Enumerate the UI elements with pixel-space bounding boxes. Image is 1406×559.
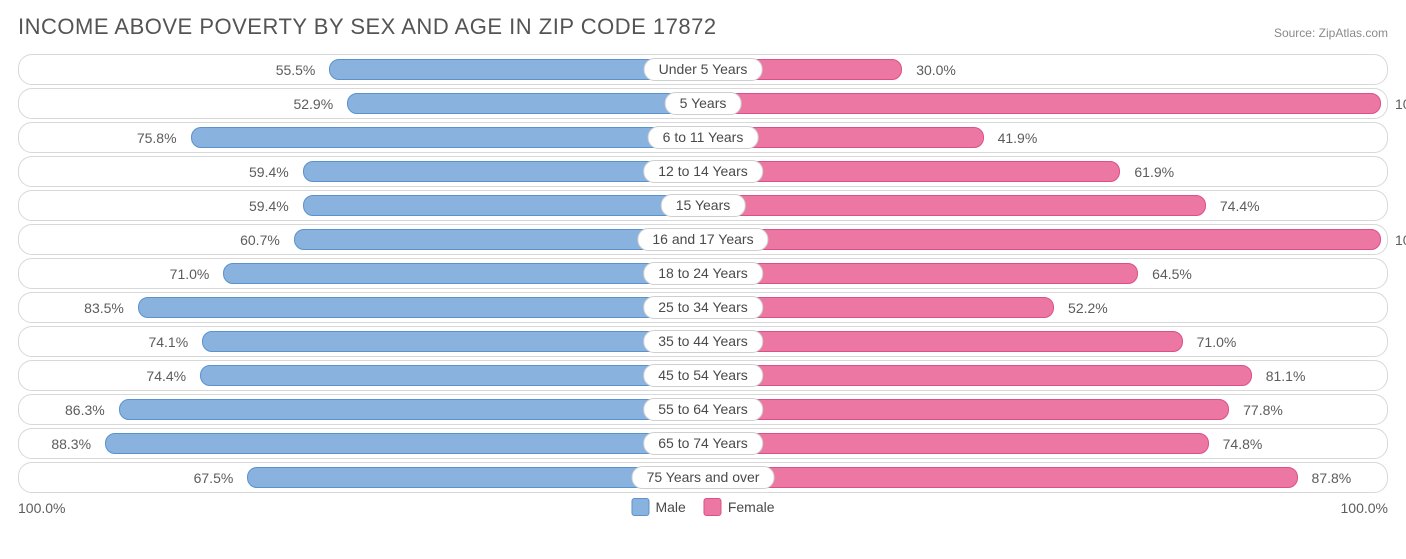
male-pct-label: 75.8%: [137, 123, 177, 152]
category-label: 35 to 44 Years: [643, 330, 763, 353]
male-pct-label: 74.4%: [146, 361, 186, 390]
category-label: 18 to 24 Years: [643, 262, 763, 285]
axis-left-label: 100.0%: [18, 500, 65, 516]
chart-row: 59.4% 74.4% 15 Years: [18, 190, 1388, 221]
chart-row: 75.8% 41.9% 6 to 11 Years: [18, 122, 1388, 153]
chart-row: 86.3% 77.8% 55 to 64 Years: [18, 394, 1388, 425]
legend-swatch-female: [704, 498, 722, 516]
male-pct-label: 83.5%: [84, 293, 124, 322]
male-pct-label: 55.5%: [276, 55, 316, 84]
category-label: 65 to 74 Years: [643, 432, 763, 455]
category-label: 25 to 34 Years: [643, 296, 763, 319]
male-pct-label: 74.1%: [148, 327, 188, 356]
female-bar: [703, 263, 1138, 284]
female-bar: [703, 195, 1206, 216]
female-pct-label: 100.0%: [1395, 89, 1406, 118]
legend-label-male: Male: [655, 499, 685, 515]
female-pct-label: 81.1%: [1266, 361, 1306, 390]
female-bar: [703, 433, 1209, 454]
male-pct-label: 86.3%: [65, 395, 105, 424]
male-pct-label: 52.9%: [293, 89, 333, 118]
category-label: 75 Years and over: [632, 466, 775, 489]
chart-row: 59.4% 61.9% 12 to 14 Years: [18, 156, 1388, 187]
female-pct-label: 87.8%: [1312, 463, 1352, 492]
male-bar: [105, 433, 703, 454]
male-pct-label: 59.4%: [249, 157, 289, 186]
chart-title: INCOME ABOVE POVERTY BY SEX AND AGE IN Z…: [18, 14, 717, 40]
chart-row: 74.4% 81.1% 45 to 54 Years: [18, 360, 1388, 391]
source-label: Source: ZipAtlas.com: [1274, 26, 1388, 40]
female-bar: [703, 331, 1183, 352]
female-bar: [703, 399, 1229, 420]
male-pct-label: 59.4%: [249, 191, 289, 220]
legend-item-male: Male: [631, 498, 685, 516]
male-bar: [119, 399, 703, 420]
category-label: 12 to 14 Years: [643, 160, 763, 183]
female-pct-label: 30.0%: [916, 55, 956, 84]
male-bar: [303, 195, 703, 216]
male-pct-label: 60.7%: [240, 225, 280, 254]
diverging-bar-chart: 55.5% 30.0% Under 5 Years 52.9%100.0%5 Year…: [18, 54, 1388, 493]
female-pct-label: 41.9%: [998, 123, 1038, 152]
male-bar: [202, 331, 703, 352]
female-pct-label: 52.2%: [1068, 293, 1108, 322]
chart-container: INCOME ABOVE POVERTY BY SEX AND AGE IN Z…: [0, 0, 1406, 530]
female-bar: [703, 229, 1381, 250]
female-bar: [703, 161, 1120, 182]
female-pct-label: 74.8%: [1223, 429, 1263, 458]
chart-row: 55.5% 30.0% Under 5 Years: [18, 54, 1388, 85]
female-bar: [703, 93, 1381, 114]
male-bar: [191, 127, 703, 148]
chart-footer: 100.0% Male Female 100.0%: [18, 496, 1388, 522]
chart-row: 60.7%100.0%16 and 17 Years: [18, 224, 1388, 255]
category-label: 55 to 64 Years: [643, 398, 763, 421]
legend-swatch-male: [631, 498, 649, 516]
chart-row: 71.0% 64.5% 18 to 24 Years: [18, 258, 1388, 289]
female-pct-label: 74.4%: [1220, 191, 1260, 220]
chart-row: 52.9%100.0%5 Years: [18, 88, 1388, 119]
female-bar: [703, 467, 1298, 488]
legend-label-female: Female: [728, 499, 775, 515]
male-pct-label: 71.0%: [170, 259, 210, 288]
category-label: 5 Years: [665, 92, 742, 115]
chart-row: 88.3% 74.8% 65 to 74 Years: [18, 428, 1388, 459]
male-bar: [347, 93, 703, 114]
category-label: 45 to 54 Years: [643, 364, 763, 387]
female-pct-label: 71.0%: [1197, 327, 1237, 356]
category-label: 16 and 17 Years: [637, 228, 768, 251]
male-pct-label: 67.5%: [194, 463, 234, 492]
female-pct-label: 64.5%: [1152, 259, 1192, 288]
female-bar: [703, 365, 1252, 386]
female-pct-label: 61.9%: [1134, 157, 1174, 186]
female-pct-label: 77.8%: [1243, 395, 1283, 424]
male-pct-label: 88.3%: [51, 429, 91, 458]
male-bar: [200, 365, 703, 386]
header: INCOME ABOVE POVERTY BY SEX AND AGE IN Z…: [18, 14, 1388, 40]
category-label: Under 5 Years: [644, 58, 763, 81]
category-label: 15 Years: [661, 194, 746, 217]
female-pct-label: 100.0%: [1395, 225, 1406, 254]
male-bar: [138, 297, 703, 318]
chart-row: 83.5% 52.2% 25 to 34 Years: [18, 292, 1388, 323]
legend-item-female: Female: [704, 498, 775, 516]
legend: Male Female: [631, 498, 774, 516]
male-bar: [223, 263, 703, 284]
category-label: 6 to 11 Years: [648, 126, 759, 149]
chart-row: 67.5% 87.8% 75 Years and over: [18, 462, 1388, 493]
chart-row: 74.1% 71.0% 35 to 44 Years: [18, 326, 1388, 357]
axis-right-label: 100.0%: [1341, 500, 1388, 516]
